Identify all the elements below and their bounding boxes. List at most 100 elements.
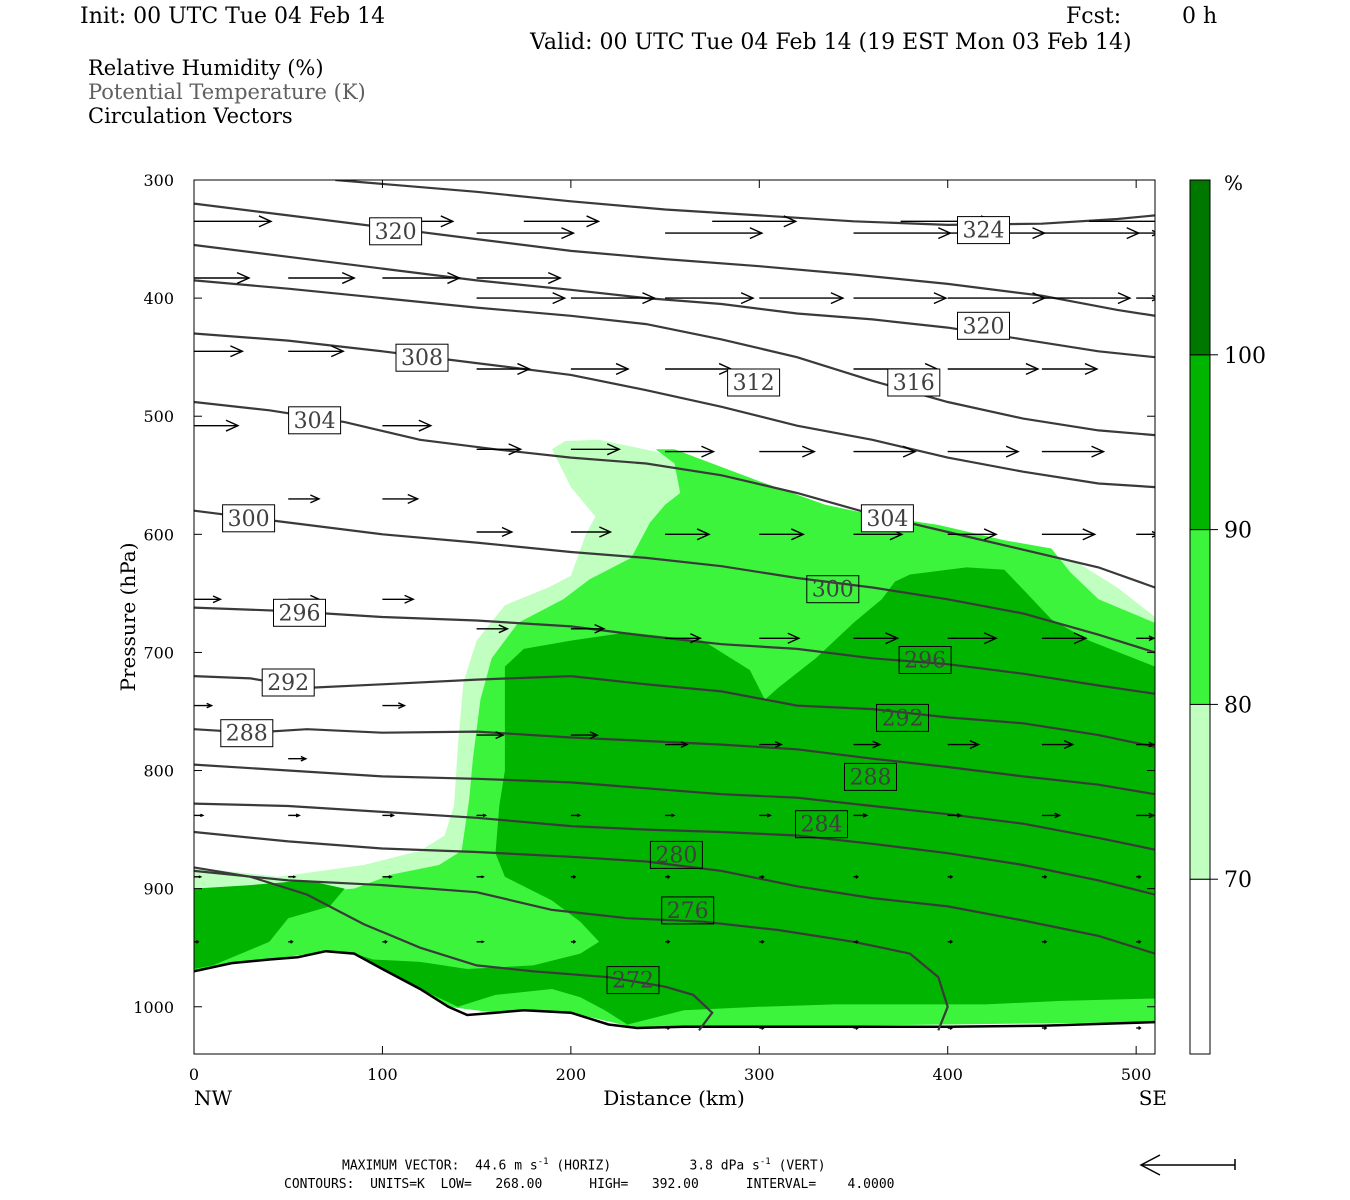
max-vector-vertical-exponent: -1 bbox=[759, 1157, 771, 1167]
vector-arrow bbox=[1136, 874, 1142, 879]
terrain-fill bbox=[194, 951, 1155, 1054]
contour-label-text: 304 bbox=[294, 409, 336, 434]
contour-label-text: 292 bbox=[267, 671, 309, 696]
theta-contour-300 bbox=[194, 606, 1155, 695]
vector-arrow bbox=[382, 813, 396, 818]
vector-head bbox=[855, 874, 859, 879]
colorbar-segment bbox=[1189, 179, 1211, 356]
contour-label-316: 316 bbox=[887, 368, 941, 397]
vector-arrow bbox=[665, 874, 671, 879]
vector-head bbox=[862, 813, 869, 818]
contour-label-box bbox=[957, 311, 1010, 340]
contour-label-288: 288 bbox=[844, 762, 897, 791]
vector-arrow bbox=[570, 292, 657, 305]
contour-label-box bbox=[395, 343, 449, 372]
vector-arrow bbox=[947, 445, 1020, 458]
colorbar-unit: % bbox=[1224, 171, 1243, 195]
vector-arrow bbox=[288, 345, 345, 358]
vector-arrow bbox=[759, 741, 783, 748]
vector-head bbox=[1151, 229, 1155, 237]
vector-head bbox=[498, 624, 510, 634]
vector-arrow bbox=[194, 345, 245, 358]
contour-label-272: 272 bbox=[606, 966, 660, 995]
vector-head bbox=[388, 875, 393, 879]
vector-head bbox=[481, 940, 485, 944]
contour-label-text: 276 bbox=[667, 899, 709, 924]
vector-arrow bbox=[1041, 740, 1075, 750]
legend-relative-humidity: Relative Humidity (%) bbox=[88, 56, 324, 80]
vector-head bbox=[749, 227, 764, 240]
vector-arrow bbox=[523, 215, 601, 228]
vector-head bbox=[225, 419, 240, 432]
horizontal-tag: (HORIZ) bbox=[556, 1158, 612, 1174]
vector-head bbox=[196, 939, 200, 944]
vector-arrow bbox=[947, 1026, 954, 1030]
vector-arrow bbox=[759, 813, 772, 818]
vector-arrow bbox=[665, 445, 716, 458]
vector-head bbox=[1138, 939, 1142, 944]
contour-label-text: 304 bbox=[866, 507, 908, 532]
vector-arrow bbox=[853, 632, 900, 645]
contour-label-box bbox=[261, 668, 315, 697]
vector-head bbox=[310, 494, 321, 504]
vector-head bbox=[236, 271, 251, 285]
contour-label-text: 320 bbox=[375, 220, 417, 245]
vector-arrow bbox=[476, 227, 576, 240]
vector-head bbox=[1148, 812, 1155, 819]
colorbar: 70 80 90 100 bbox=[1189, 179, 1266, 1055]
colorbar-level-label: 80 bbox=[1224, 693, 1252, 718]
vector-head bbox=[407, 493, 420, 504]
vector-arrow bbox=[1041, 292, 1132, 305]
vector-arrow bbox=[947, 874, 954, 879]
vector-arrow bbox=[853, 939, 859, 944]
contour-label-300: 300 bbox=[222, 504, 276, 533]
contour-label-layer: 320 324 320 308 312 316 304 300 304 300 296 296 292 2… bbox=[220, 216, 1010, 995]
vector-arrow bbox=[382, 702, 407, 709]
contour-label-text: 300 bbox=[228, 507, 270, 532]
vector-head bbox=[547, 271, 562, 285]
vector-arrow bbox=[665, 528, 711, 541]
vector-arrow bbox=[194, 271, 251, 285]
vector-arrow bbox=[288, 755, 308, 762]
contour-label-292: 292 bbox=[876, 703, 929, 732]
vector-head bbox=[198, 875, 203, 879]
vector-arrow bbox=[194, 595, 223, 604]
y-tick-label: 500 bbox=[143, 407, 174, 426]
contour-label-box bbox=[806, 575, 860, 604]
colorbar-level-label: 90 bbox=[1224, 519, 1252, 544]
vector-arrow bbox=[853, 292, 948, 305]
contour-label-box bbox=[795, 810, 848, 839]
contour-label-296: 296 bbox=[273, 598, 326, 627]
contour-label-276: 276 bbox=[661, 896, 715, 925]
vector-arrow bbox=[1136, 939, 1142, 944]
vector-head bbox=[949, 874, 954, 879]
vector-head bbox=[200, 813, 205, 818]
vector-head bbox=[956, 813, 963, 818]
vector-head bbox=[206, 702, 214, 709]
contour-label-box bbox=[860, 504, 914, 533]
vector-arrow bbox=[947, 939, 954, 944]
vector-head bbox=[572, 939, 577, 944]
vector-arrow bbox=[1136, 1026, 1142, 1030]
vector-head bbox=[783, 215, 798, 228]
vector-head bbox=[671, 813, 676, 818]
vector-head bbox=[258, 215, 273, 228]
contour-label-box bbox=[220, 719, 274, 748]
x-end-label-right: SE bbox=[1139, 1086, 1167, 1110]
vector-arrow bbox=[1041, 812, 1062, 819]
contour-label-box bbox=[661, 896, 715, 925]
contour-label-box bbox=[844, 762, 897, 791]
vector-head bbox=[508, 443, 523, 456]
vector-head bbox=[802, 445, 816, 458]
reference-vector-arrow bbox=[1139, 1154, 1236, 1176]
vector-arrow bbox=[759, 632, 801, 644]
vector-head bbox=[404, 594, 415, 604]
contour-label-text: 324 bbox=[963, 219, 1005, 244]
vector-head bbox=[1091, 445, 1106, 458]
y-tick-label: 300 bbox=[143, 171, 174, 190]
y-axis-label: Pressure (hPa) bbox=[116, 543, 140, 692]
theta-contour-272 bbox=[194, 866, 714, 1032]
vector-head bbox=[552, 292, 567, 305]
y-tick-label: 1000 bbox=[133, 998, 174, 1017]
vector-head bbox=[667, 1026, 671, 1030]
